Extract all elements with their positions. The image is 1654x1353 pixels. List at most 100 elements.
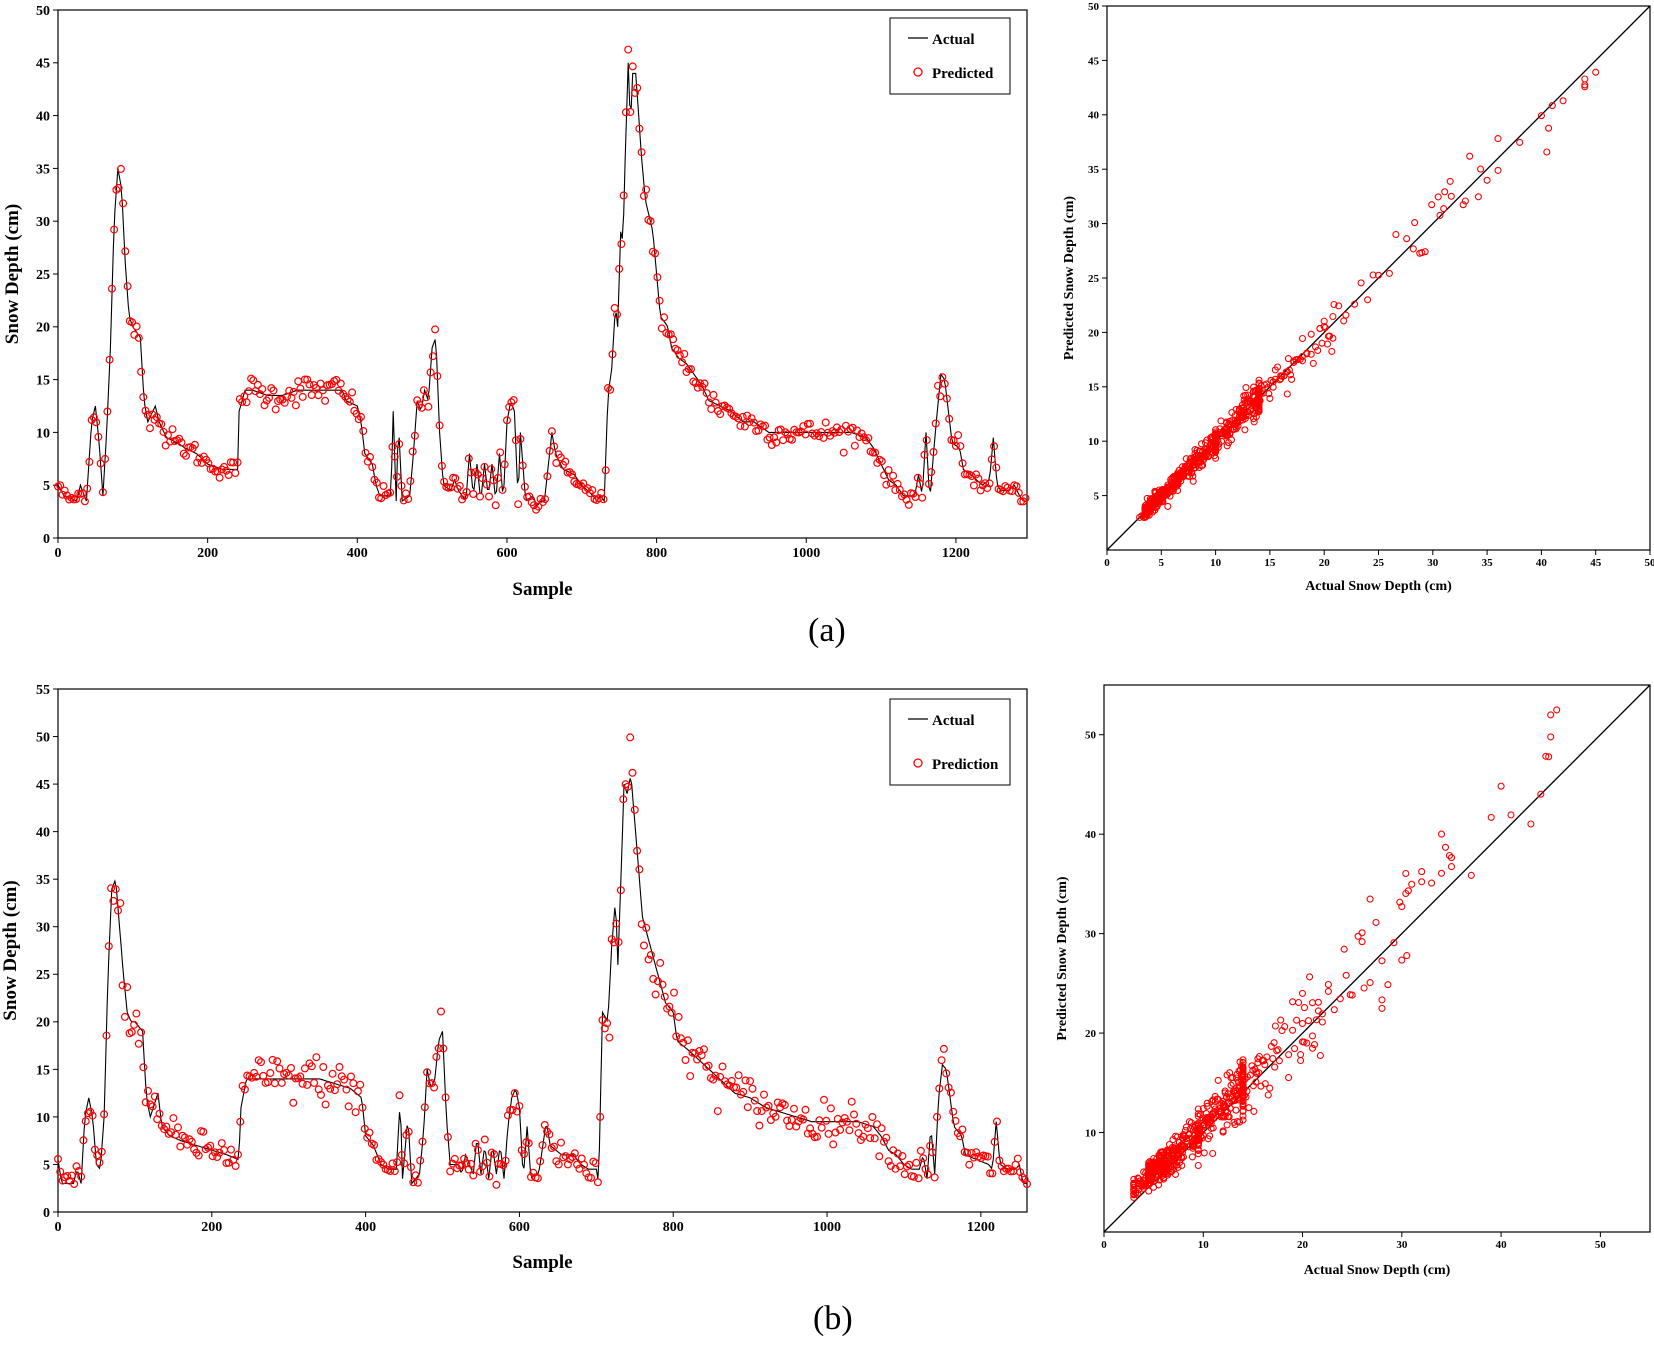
b-timeseries-predicted-point [409,1178,418,1187]
a-scatter-point [1141,510,1149,518]
b-scatter-point [1289,998,1297,1006]
b-timeseries-predicted-point [141,1098,150,1107]
a-scatter-point [1174,486,1182,495]
b-scatter-point [1171,1132,1180,1140]
b-scatter-point [1237,1062,1246,1070]
b-timeseries-predicted-point [759,1090,768,1099]
a-timeseries-predicted-point [864,434,873,443]
a-timeseries-predicted-point [296,384,305,393]
a-timeseries-ytick-label: 20 [36,321,50,336]
a-scatter-point [1197,440,1206,448]
b-scatter-point [1441,843,1450,851]
b-timeseries-predicted-point [757,1107,766,1116]
b-timeseries-predicted-point [586,1173,595,1182]
a-scatter-xtick-label: 0 [1104,557,1110,569]
a-timeseries-predicted-point [87,416,96,425]
b-scatter-ylabel: Predicted Snow Depth (cm) [1055,876,1070,1041]
b-timeseries-predicted-point [748,1084,757,1093]
b-scatter-point [1159,1166,1167,1174]
a-timeseries-predicted-point [424,402,433,411]
b-scatter-point [1223,1093,1231,1101]
b-timeseries-predicted-point [536,1157,545,1166]
b-timeseries-predicted-point [914,1174,923,1183]
a-timeseries-predicted-point [740,422,749,431]
a-timeseries-predicted-point [850,441,859,450]
a-scatter-point [1269,383,1277,391]
b-scatter-point [1487,813,1495,821]
a-timeseries-predicted-point [78,489,87,498]
b-scatter-point [1203,1099,1211,1107]
b-scatter-point [1467,871,1475,879]
a-timeseries-predicted-point [269,386,278,395]
a-timeseries-predicted-point [599,495,608,504]
panel-label-b: (b) [813,1300,853,1337]
b-timeseries-predicted-point [951,1116,960,1125]
b-scatter-point [1130,1179,1138,1187]
a-timeseries-predicted-point [583,484,592,493]
b-timeseries-predicted-point [875,1152,884,1161]
b-scatter-xlabel: Actual Snow Depth (cm) [1304,1263,1451,1278]
b-scatter-point [1174,1150,1183,1159]
b-scatter-point [1348,991,1356,999]
b-timeseries-predicted-point [439,1044,448,1053]
a-timeseries-predicted-point [179,449,188,458]
a-scatter-point [1267,376,1275,384]
a-scatter-point [1459,201,1467,209]
a-timeseries-predicted-point [455,481,464,490]
b-scatter-point [1447,854,1456,862]
b-scatter-point [1207,1124,1215,1132]
a-timeseries-predicted-point [343,395,352,404]
a-timeseries-predicted-point [128,318,137,327]
a-timeseries-predicted-point [514,500,523,509]
b-scatter-point [1199,1104,1207,1113]
a-scatter-point [1223,442,1231,450]
a-timeseries-predicted-point [904,500,913,509]
b-timeseries-predicted-point [370,1140,379,1149]
b-scatter-point [1135,1175,1143,1183]
b-scatter-point [1402,869,1410,878]
b-scatter-point [1366,895,1374,903]
b-scatter-point [1545,753,1553,761]
a-timeseries-predicted-point [781,428,790,437]
b-timeseries-ytick-label: 35 [36,873,50,888]
a-timeseries-predicted-point [889,471,898,480]
a-scatter-point [1255,401,1263,409]
a-timeseries-predicted-point [298,392,307,401]
a-timeseries-predicted-point [981,479,990,488]
a-timeseries-predicted-point [783,430,792,439]
b-timeseries-predicted-point [621,780,630,789]
b-timeseries-predicted-point [764,1101,773,1110]
b-timeseries-predicted-point [829,1140,838,1149]
b-timeseries-predicted-point [457,1161,466,1170]
b-timeseries-predicted-point [293,1074,302,1083]
b-timeseries-ytick-label: 15 [36,1063,50,1078]
b-timeseries-predicted-point [231,1161,240,1170]
b-scatter-point [1145,1159,1153,1167]
b-timeseries-ytick-label: 25 [36,968,50,983]
b-scatter-point [1254,1055,1262,1063]
a-scatter-ytick-label: 25 [1088,273,1100,285]
b-scatter-point [1250,1107,1258,1115]
b-timeseries-predicted-point [284,1071,293,1080]
a-scatter-point [1320,317,1328,325]
b-timeseries-predicted-point [508,1105,517,1114]
a-scatter-point [1543,148,1551,156]
a-timeseries-predicted-point [390,452,399,461]
b-timeseries-predicted-point [178,1131,187,1140]
a-timeseries-predicted-point [630,88,639,97]
a-scatter-point [1323,340,1332,348]
a-scatter-point [1392,230,1400,239]
b-timeseries-predicted-point [563,1160,572,1169]
a-timeseries-predicted-point [422,393,431,402]
b-scatter-point [1221,1089,1229,1097]
b-scatter-point [1314,1007,1322,1015]
a-timeseries-predicted-series [53,45,1030,514]
b-timeseries-predicted-point [579,1160,588,1169]
b-timeseries-predicted-point [776,1103,785,1112]
b-timeseries-predicted-point [656,958,665,967]
b-scatter-point [1396,898,1404,906]
a-scatter-point [1187,465,1195,474]
b-scatter-ytick-label: 20 [1085,1028,1097,1040]
b-scatter-point [1428,879,1436,887]
b-timeseries-predicted-point [446,1167,455,1176]
